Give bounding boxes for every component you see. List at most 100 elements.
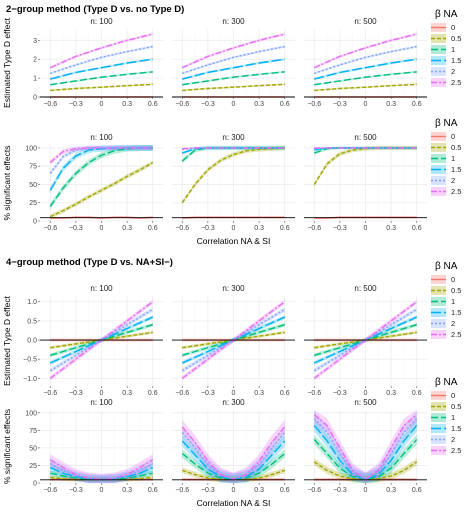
legend-label: 1 [451, 45, 455, 54]
x-tick-label: 0.3 [122, 390, 132, 397]
chart-row-4: % significant effects n: 100 −0.6 −0.3 0 0.3 0… [2, 398, 427, 508]
x-tick-label: 0 [100, 225, 104, 232]
legend-label: 0 [451, 391, 455, 400]
y-tick-label: 50 [29, 445, 37, 452]
panel-3: n: 500 −0.6 −0.3 0 0.3 0.6 [304, 284, 427, 397]
band-1 [182, 145, 285, 164]
series-line-1 [49, 147, 153, 207]
series-line-1.5 [313, 424, 418, 481]
panel-1: n: 100 −0.6 −0.3 0 0.3 0.6 0 25 50 75 100 [25, 133, 163, 232]
x-tick-label: 0 [232, 390, 236, 397]
panel-2: n: 300 −0.6 −0.3 0 0.3 0.6 [172, 133, 295, 232]
facet-title: n: 300 [222, 133, 245, 142]
x-tick-label: 0.6 [148, 390, 158, 397]
panel-1: n: 100 −0.6 −0.3 0 0.3 0.6 0 1 2 3 [33, 17, 163, 108]
legend-label: 1.5 [451, 165, 461, 174]
x-tick-label: −0.6 [175, 390, 189, 397]
band-2 [314, 411, 417, 483]
band-2.5 [314, 410, 417, 483]
band-1 [50, 70, 153, 86]
x-tick-label: 0.3 [386, 225, 396, 232]
legend-label: 1.5 [451, 308, 461, 317]
x-tick-label: −0.6 [175, 487, 189, 494]
x-tick-label: −0.3 [333, 487, 347, 494]
series-line-2.5 [182, 147, 285, 150]
y-tick-label: 100 [25, 145, 37, 152]
legend-swatch-2.5 [431, 78, 446, 87]
legend-label: 2.5 [451, 330, 461, 339]
facet-title: n: 500 [354, 17, 377, 26]
x-tick-label: 0.6 [280, 487, 290, 494]
series-line-1 [314, 71, 417, 86]
band-0.5 [182, 145, 285, 205]
series-line-1 [182, 71, 285, 86]
band-2.5 [50, 145, 153, 165]
series-line-2 [50, 45, 153, 75]
legend-swatch-2 [431, 435, 446, 444]
y-tick-label: 0.5 [27, 318, 37, 325]
legend-swatch-1 [431, 297, 446, 306]
legend-swatch-2.5 [431, 187, 446, 196]
y-tick-label: −0.5 [23, 357, 37, 364]
x-tick-label: −0.3 [201, 487, 215, 494]
panel-1: n: 100 −0.6 −0.3 0 0.3 0.6 −1.0 −0.5 0.0 0.5 1.0 [23, 284, 163, 397]
legend-swatch-1 [431, 154, 446, 163]
panel-2: n: 300 −0.6 −0.3 0 0.3 0.6 [172, 284, 295, 397]
legend-label: 2.5 [451, 78, 461, 87]
x-tick-label: 0 [364, 487, 368, 494]
legend-label: 0 [451, 23, 455, 32]
legend-label: 1 [451, 413, 455, 422]
y-axis-title: % significant effects [2, 146, 12, 221]
y-axis-title: % significant effects [2, 409, 12, 484]
series-line-1.5 [182, 58, 285, 80]
legend-label: 2 [451, 435, 455, 444]
section-title-4group: 4−group method (Type D vs. NA+SI−) [6, 257, 173, 268]
facet-title: n: 100 [90, 284, 113, 293]
y-tick-label: 100 [25, 410, 37, 417]
x-tick-label: 0.6 [148, 225, 158, 232]
legend-title: β NA [435, 261, 458, 272]
facet-title: n: 500 [354, 284, 377, 293]
x-tick-label: −0.3 [69, 390, 83, 397]
band-2 [50, 145, 153, 176]
x-tick-label: −0.6 [175, 225, 189, 232]
series-line-2 [314, 45, 417, 75]
y-tick-label: −1.0 [23, 376, 37, 383]
x-tick-label: −0.3 [333, 390, 347, 397]
legend-1: β NA 0 0.5 1 1.5 2 2.5 [431, 9, 461, 87]
facet-title: n: 100 [90, 133, 113, 142]
series-line-0.5 [49, 161, 154, 218]
series-line-1 [181, 452, 286, 481]
band-1 [314, 434, 417, 483]
x-tick-label: 0 [232, 101, 236, 108]
series-line-1.5 [50, 58, 153, 80]
panel-3: n: 500 −0.6 −0.3 0 0.3 0.6 [304, 17, 427, 108]
plot-area: Estimated Type D effect n: 100 −0.6 −0.3 0 0.… [2, 9, 461, 508]
chart-row-1: Estimated Type D effect n: 100 −0.6 −0.3 0 0.… [2, 17, 427, 108]
legend-label: 2 [451, 176, 455, 185]
y-tick-label: 25 [29, 463, 37, 470]
x-tick-label: 0.3 [254, 487, 264, 494]
series-line-2 [49, 147, 153, 174]
x-tick-label: 0 [100, 101, 104, 108]
series-line-2.5 [49, 147, 153, 164]
legend-swatch-2 [431, 67, 446, 76]
legend-swatch-1 [431, 45, 446, 54]
series-line-0.5 [313, 147, 417, 185]
x-tick-label: −0.6 [43, 101, 57, 108]
panel-2: n: 300 −0.6 −0.3 0 0.3 0.6 [172, 17, 295, 108]
band-2 [314, 45, 417, 75]
x-tick-label: 0 [100, 487, 104, 494]
legend-label: 0 [451, 275, 455, 284]
y-tick-label: 2 [33, 57, 37, 64]
band-2 [50, 45, 153, 75]
y-axis-title: Estimated Type D effect [2, 295, 12, 386]
series-line-0.5 [182, 469, 285, 481]
legend-swatch-2.5 [431, 330, 446, 339]
y-tick-label: 3 [33, 38, 37, 45]
panel-1: n: 100 −0.6 −0.3 0 0.3 0.6 0 25 50 75 100 [25, 398, 163, 494]
band-2.5 [182, 419, 285, 483]
legend-title: β NA [435, 118, 458, 129]
x-tick-label: 0.6 [280, 101, 290, 108]
x-tick-label: 0.3 [386, 487, 396, 494]
